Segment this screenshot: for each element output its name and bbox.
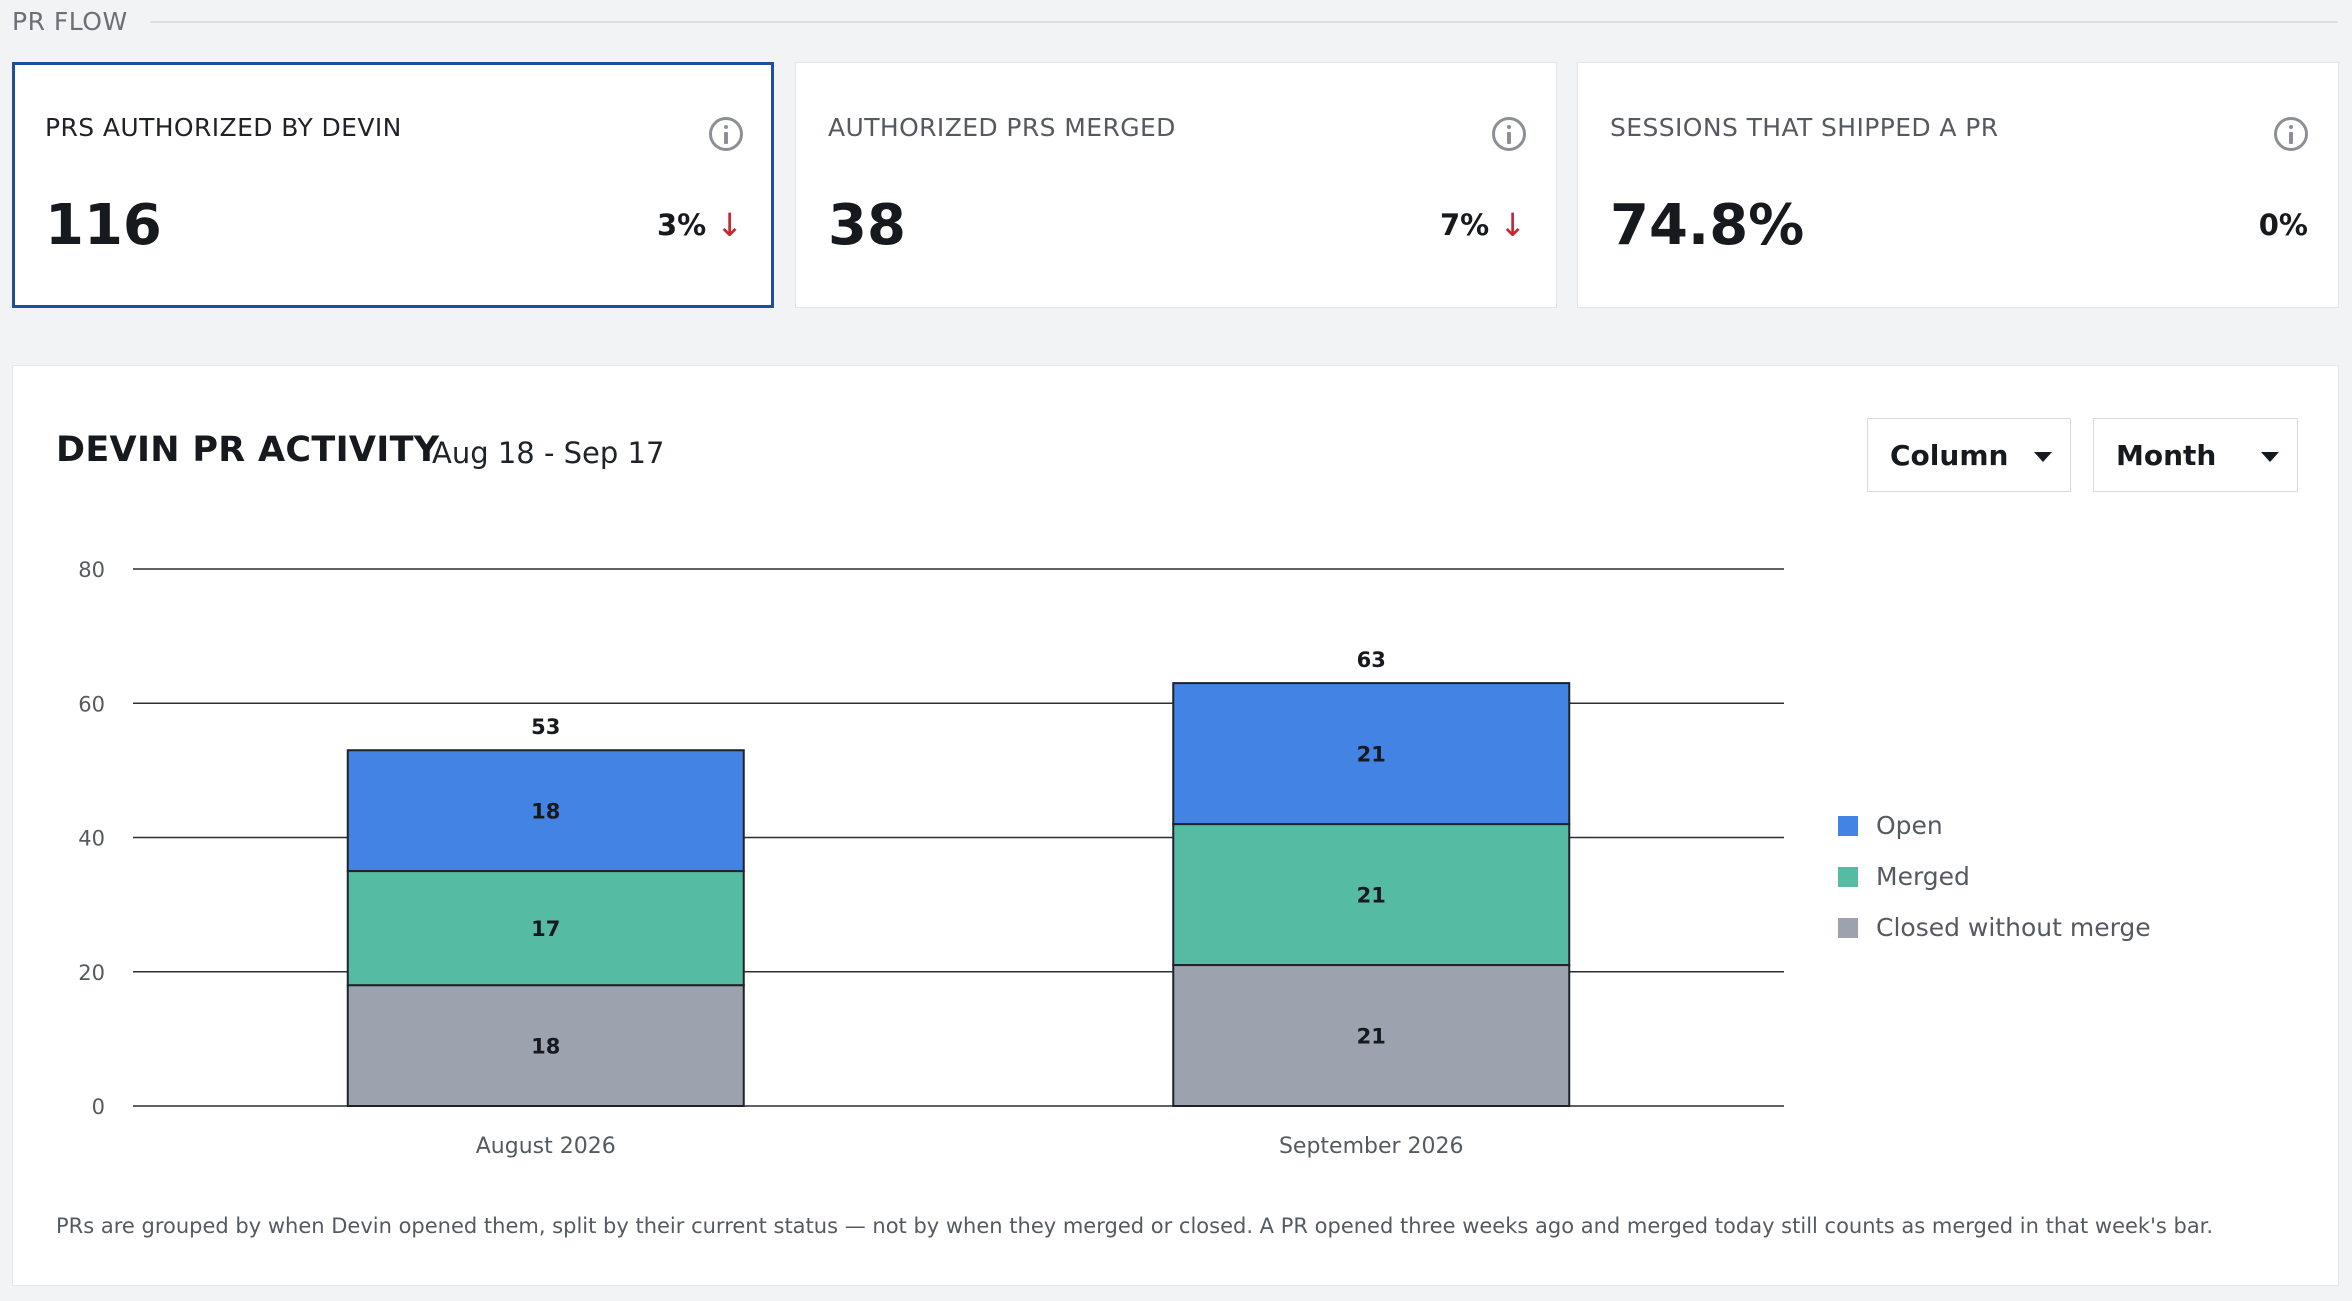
kpi-value: 38 <box>828 193 906 258</box>
legend-swatch <box>1838 866 1858 887</box>
arrow-down-icon: ↓ <box>1499 206 1526 244</box>
legend-label: Open <box>1876 811 1943 840</box>
stacked-column-chart: 0 20 40 60 80 18 17 18 53 August 2026 21 21 21 63 Sept… <box>78 558 1784 1159</box>
bar-segment-closed-without-merge <box>1172 964 1571 1107</box>
data-label: 21 <box>1357 1025 1386 1049</box>
y-tick-label: 80 <box>78 558 105 582</box>
bar-segment-open <box>1172 682 1571 826</box>
y-tick-label: 0 <box>92 1095 105 1119</box>
kpi-delta: 7% ↓ <box>1440 208 1526 242</box>
x-tick-label: September 2026 <box>1279 1134 1464 1159</box>
section-divider <box>149 21 2338 23</box>
data-label: 17 <box>531 917 560 941</box>
info-icon[interactable] <box>2274 117 2308 151</box>
x-tick-label: August 2026 <box>476 1134 616 1159</box>
period-select-value: Month <box>2116 438 2217 472</box>
info-icon[interactable] <box>709 117 743 151</box>
bar-segment-merged <box>1172 823 1571 967</box>
chart-date-range: Aug 18 - Sep 17 <box>432 436 665 470</box>
legend-item-merged[interactable]: Merged <box>1838 851 2151 902</box>
data-label: 18 <box>531 1035 560 1059</box>
chart-legend: Open Merged Closed without merge <box>1838 800 2151 953</box>
kpi-card-authorized-prs-merged[interactable]: AUTHORIZED PRS MERGED 38 7% ↓ <box>795 62 1557 308</box>
kpi-label: SESSIONS THAT SHIPPED A PR <box>1610 113 1999 142</box>
kpi-card-sessions-shipped-pr[interactable]: SESSIONS THAT SHIPPED A PR 74.8% 0% <box>1577 62 2339 308</box>
chart-type-select-value: Column <box>1890 438 2009 472</box>
kpi-card-prs-authorized[interactable]: PRS AUTHORIZED BY DEVIN 116 3% ↓ <box>12 62 774 308</box>
kpi-delta: 0% <box>2259 208 2308 242</box>
legend-swatch <box>1838 815 1858 836</box>
data-label: 21 <box>1357 743 1386 767</box>
data-label: 21 <box>1357 884 1386 908</box>
kpi-value: 116 <box>45 193 162 258</box>
data-label: 18 <box>531 800 560 824</box>
caret-down-icon <box>2034 452 2052 462</box>
kpi-label: AUTHORIZED PRS MERGED <box>828 113 1176 142</box>
kpi-delta-value: 0% <box>2258 208 2308 242</box>
info-icon[interactable] <box>1492 117 1526 151</box>
bar-segment-open <box>346 749 745 873</box>
legend-item-closed-without-merge[interactable]: Closed without merge <box>1838 902 2151 953</box>
legend-item-open[interactable]: Open <box>1838 800 2151 851</box>
section-header: PR FLOW <box>12 6 2338 36</box>
total-label: 53 <box>531 715 560 739</box>
bar-segment-closed-without-merge <box>346 984 745 1107</box>
chart-type-select[interactable]: Column <box>1867 418 2071 492</box>
chart-footnote: PRs are grouped by when Devin opened the… <box>56 1214 2214 1238</box>
legend-label: Merged <box>1876 862 1970 891</box>
kpi-value: 74.8% <box>1610 193 1805 258</box>
bar-segment-merged <box>346 870 745 987</box>
y-tick-label: 20 <box>78 961 105 985</box>
caret-down-icon <box>2261 452 2279 462</box>
kpi-delta-value: 7% <box>1439 208 1490 242</box>
legend-label: Closed without merge <box>1876 913 2151 942</box>
legend-swatch <box>1838 917 1858 938</box>
kpi-delta: 3% ↓ <box>657 208 743 242</box>
arrow-down-icon: ↓ <box>716 206 743 244</box>
period-select[interactable]: Month <box>2093 418 2298 492</box>
kpi-delta-value: 3% <box>656 208 707 242</box>
section-title: PR FLOW <box>12 6 128 36</box>
pr-activity-chart-card: DEVIN PR ACTIVITY Aug 18 - Sep 17 Column… <box>12 365 2339 1286</box>
chart-title: DEVIN PR ACTIVITY <box>56 430 440 470</box>
y-tick-label: 40 <box>78 827 105 851</box>
y-tick-label: 60 <box>78 692 105 716</box>
kpi-label: PRS AUTHORIZED BY DEVIN <box>45 113 402 142</box>
total-label: 63 <box>1357 648 1386 672</box>
